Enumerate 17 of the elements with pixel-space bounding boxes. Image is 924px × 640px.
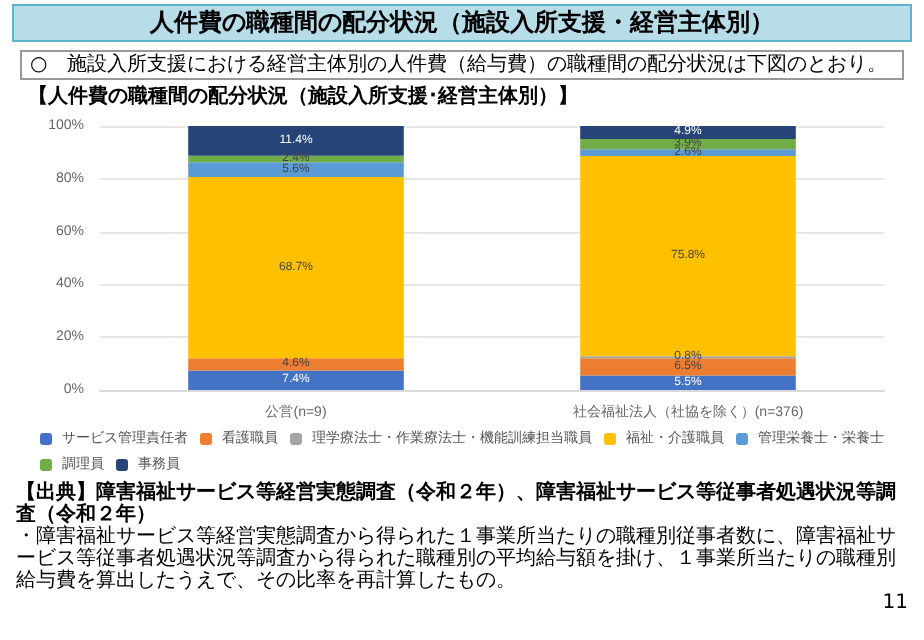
bar — [188, 176, 404, 359]
text: 【出典】障害福祉サービス等経営実態調査（令和２年）、障害福祉サービス等従事者処遇状況等調査（令和２年） — [16, 482, 898, 526]
bar — [580, 375, 796, 390]
bar — [188, 162, 404, 177]
text: 【人件費の職種間の配分状況（施設入所支援･経営主体別）】 — [28, 86, 580, 110]
bar — [188, 358, 404, 371]
bar — [580, 126, 796, 139]
text: 11 — [880, 592, 908, 614]
chart-subtitle: ○ 施設入所支援における経営主体別の人件費（給与費）の職種間の配分状況は下図のとおり。 — [20, 50, 904, 80]
bar — [580, 149, 796, 157]
text: ・障害福祉サービス等経営実態調査から得られた１事業所当たりの職種別従事者数に、障害福祉サービス等従事者処遇状況等調査から得られた職種別の平均給与額を掛け、１事業所当たりの職種別給与費を算出したうえで、その比率を再計算したもの。 — [16, 526, 898, 592]
bar — [580, 138, 796, 150]
bar — [188, 370, 404, 390]
bar — [580, 156, 796, 357]
bar — [188, 126, 404, 156]
chart-title: 人件費の職種間の配分状況（施設入所支援・経営主体別） — [12, 4, 912, 42]
bar — [580, 358, 796, 376]
